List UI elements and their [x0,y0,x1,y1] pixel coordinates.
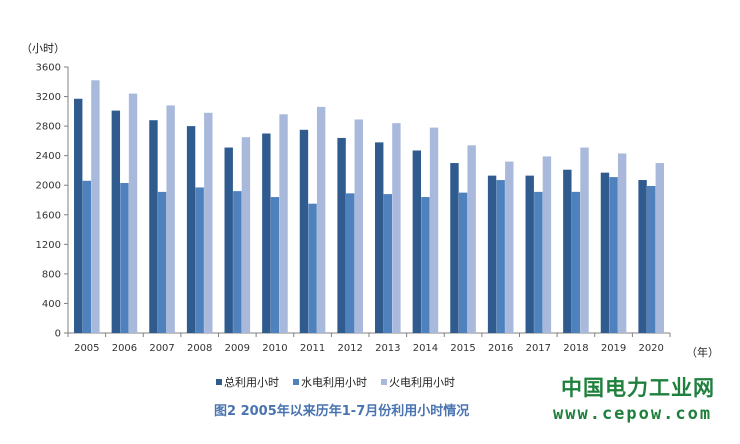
bar-thermal [91,80,100,333]
x-tick-label: 2015 [450,343,475,354]
bar-thermal [617,153,627,333]
x-tick-label: 2009 [225,343,250,354]
y-tick-label: 3600 [36,63,61,74]
x-tick-label: 2018 [563,343,588,354]
bar-thermal [166,105,175,333]
y-tick-label: 400 [42,299,61,310]
y-tick-label: 2800 [36,122,61,133]
legend-label-total: 总利用小时 [224,376,279,389]
bar-hydro [195,187,204,333]
bar-thermal [204,112,213,333]
bar-hydro [609,177,618,333]
bar-hydro [383,194,393,333]
watermark-site-url: www.cepow.com [553,404,713,424]
bar-total [262,133,271,333]
bar-hydro [646,185,656,333]
x-tick-label: 2019 [601,343,626,354]
bar-hydro [270,197,280,333]
legend: 总利用小时 水电利用小时 火电利用小时 [216,374,455,390]
x-tick-label: 2006 [112,343,137,354]
bar-thermal [392,123,401,334]
bar-thermal [128,93,138,333]
x-tick-label: 2017 [526,343,551,354]
bar-total [638,180,647,333]
x-tick-label: 2016 [488,343,513,354]
y-tick-label: 2000 [36,181,61,192]
x-tick-label: 2020 [638,343,663,354]
x-tick-label: 2014 [413,343,438,354]
y-tick-label: 3200 [36,92,61,103]
bar-hydro [571,191,581,333]
bar-thermal [542,156,552,333]
bar-hydro [120,183,129,333]
legend-swatch-total [216,379,222,385]
bar-thermal [655,163,664,333]
bar-hydro [534,191,543,333]
bars-group [74,80,664,334]
bar-hydro [308,203,317,333]
bar-total [299,129,309,333]
legend-item-thermal: 火电利用小时 [381,374,455,390]
bar-hydro [157,191,167,333]
bar-total [487,175,497,333]
legend-swatch-thermal [381,379,387,385]
legend-swatch-hydro [293,379,299,385]
bar-thermal [241,137,251,333]
bar-total [111,110,121,333]
x-tick-label: 2013 [375,343,400,354]
bar-total [375,142,384,333]
bar-thermal [505,161,514,333]
bar-total [224,147,233,333]
bar-hydro [496,180,505,333]
x-axis: 2005 2006 2007 2008 2009 2010 2011 2012 2013 2014… [67,332,671,354]
bar-hydro [82,180,92,333]
legend-item-total: 总利用小时 [216,374,279,390]
legend-label-hydro: 水电利用小时 [301,376,367,389]
y-tick-label: 1600 [36,210,61,221]
legend-item-hydro: 水电利用小时 [293,374,367,390]
x-tick-label: 2010 [262,343,287,354]
x-tick-label: 2011 [300,343,325,354]
x-tick-label: 2007 [149,343,174,354]
bar-total [525,175,534,333]
bar-total [74,98,83,334]
watermark-site-name: 中国电力工业网 [561,376,715,400]
bar-hydro [345,193,355,333]
bar-chart: （小时） （年） 0 400 800 1200 1600 2000 2400 2800 3200… [21,42,719,359]
bar-thermal [467,145,476,333]
bar-total [563,169,572,333]
y-tick-label: 800 [42,269,61,280]
bar-total [149,120,158,333]
bar-total [450,163,459,333]
x-tick-label: 2005 [74,343,99,354]
y-tick-label: 2400 [36,151,61,162]
bar-total [412,150,422,333]
bar-thermal [429,127,439,333]
chart-title: 图2 2005年以来历年1-7月份利用小时情况 [214,404,470,419]
x-axis-label: （年） [686,345,719,359]
bar-hydro [233,191,242,333]
bar-hydro [458,192,468,333]
bar-hydro [421,197,430,333]
x-tick-label: 2012 [337,343,362,354]
x-tick-label: 2008 [187,343,212,354]
bar-total [186,126,196,333]
bar-total [337,137,346,333]
y-axis: 0 400 800 1200 1600 2000 2400 2800 3200 3600 [36,63,69,340]
bar-total [600,172,610,333]
legend-label-thermal: 火电利用小时 [389,376,455,389]
bar-thermal [354,119,363,333]
y-axis-label: （小时） [21,42,65,55]
bar-thermal [316,106,326,334]
bar-thermal [279,114,288,334]
y-tick-label: 0 [55,329,61,340]
bar-thermal [580,147,589,333]
y-tick-label: 1200 [36,240,61,251]
